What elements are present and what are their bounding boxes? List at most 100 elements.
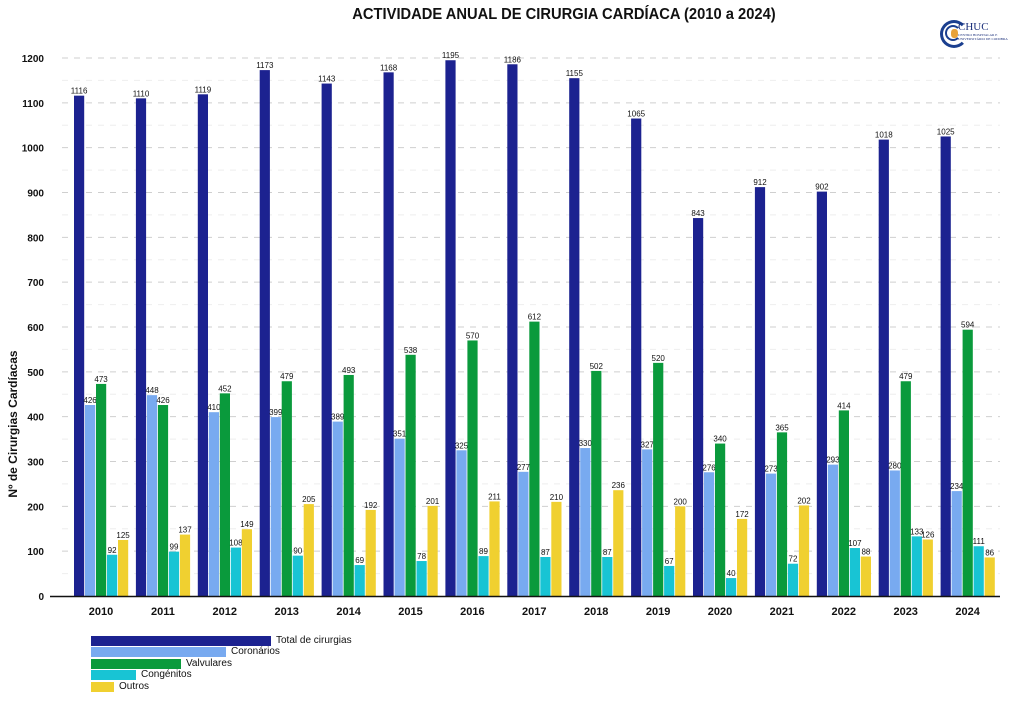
data-label: 1155 [566, 69, 584, 78]
y-tick-label: 300 [27, 458, 44, 469]
bar-cong-nitos-2011 [168, 551, 180, 596]
bar-valvulares-2023 [900, 381, 911, 596]
bar-valvulares-2021 [776, 432, 788, 596]
data-label: 1173 [256, 61, 274, 70]
bar-outros-2012 [241, 529, 252, 596]
data-label: 87 [541, 548, 550, 557]
data-label: 205 [302, 495, 316, 504]
data-label: 479 [280, 372, 294, 381]
y-tick-label: 1200 [22, 54, 45, 65]
bar-coron-rios-2019 [642, 449, 653, 596]
y-tick-label: 900 [27, 189, 44, 200]
x-tick-label: 2016 [460, 606, 484, 618]
bar-cong-nitos-2010 [107, 554, 118, 596]
data-label: 172 [735, 510, 749, 519]
bar-coron-rios-2021 [765, 473, 777, 596]
bar-coron-rios-2017 [518, 471, 529, 596]
bar-cong-nitos-2015 [416, 561, 427, 596]
data-label: 1119 [195, 85, 212, 94]
bar-valvulares-2017 [529, 321, 540, 596]
bar-total-de-cirurgias-2022 [816, 191, 827, 596]
data-label: 570 [466, 331, 480, 340]
bar-outros-2010 [118, 539, 129, 596]
data-label: 211 [488, 492, 501, 501]
logo-emblem-icon [951, 29, 958, 38]
bar-valvulares-2015 [405, 354, 416, 596]
bar-coron-rios-2023 [889, 470, 900, 596]
data-label: 493 [342, 366, 356, 375]
x-tick-label: 2023 [893, 606, 917, 618]
data-label: 277 [517, 463, 531, 472]
bar-total-de-cirurgias-2021 [754, 187, 766, 596]
data-label: 202 [797, 496, 811, 505]
data-label: 210 [550, 493, 564, 502]
y-tick-label: 100 [27, 547, 44, 558]
x-tick-label: 2019 [646, 606, 670, 618]
bar-outros-2023 [922, 539, 933, 596]
data-label: 192 [364, 501, 378, 510]
data-label: 351 [393, 430, 407, 439]
data-label: 149 [240, 520, 254, 529]
x-tick-label: 2014 [336, 606, 361, 618]
bar-outros-2015 [427, 505, 438, 596]
bar-outros-2017 [551, 501, 562, 596]
x-tick-label: 2024 [955, 606, 980, 618]
legend-label: Coronários [231, 646, 280, 658]
data-label: 86 [985, 548, 994, 557]
x-tick-label: 2018 [584, 606, 608, 618]
bar-cong-nitos-2023 [911, 536, 922, 596]
data-label: 89 [479, 547, 488, 556]
bar-outros-2016 [489, 501, 500, 596]
data-label: 125 [116, 531, 130, 540]
x-tick-label: 2015 [398, 606, 422, 618]
bar-cong-nitos-2022 [849, 548, 860, 596]
bar-total-de-cirurgias-2012 [197, 94, 208, 596]
bar-outros-2024 [984, 557, 995, 596]
x-tick-label: 2013 [274, 606, 298, 618]
legend-swatch [91, 636, 271, 646]
y-tick-label: 500 [27, 368, 44, 379]
bar-outros-2021 [798, 505, 810, 596]
data-label: 40 [727, 569, 736, 578]
data-label: 88 [861, 548, 870, 557]
data-label: 1143 [318, 75, 336, 84]
data-label: 234 [950, 482, 964, 491]
bar-coron-rios-2011 [146, 395, 158, 596]
data-label: 902 [815, 183, 829, 192]
data-label: 90 [293, 547, 302, 556]
data-label: 473 [94, 375, 108, 384]
data-label: 426 [83, 396, 97, 405]
bar-coron-rios-2022 [827, 464, 838, 596]
data-label: 389 [331, 413, 345, 422]
y-tick-label: 1000 [22, 144, 45, 155]
bar-cong-nitos-2012 [230, 547, 241, 596]
bar-valvulares-2014 [343, 374, 354, 596]
bar-cong-nitos-2017 [540, 556, 551, 596]
data-label: 843 [691, 209, 705, 218]
x-tick-label: 2017 [522, 606, 546, 618]
data-label: 133 [910, 527, 924, 536]
data-label: 78 [417, 552, 426, 561]
data-label: 594 [961, 321, 975, 330]
x-tick-label: 2011 [151, 606, 175, 618]
bar-coron-rios-2013 [270, 417, 281, 596]
data-label: 69 [355, 556, 364, 565]
logo-ring-inner-icon [945, 25, 961, 41]
logo-subtitle: CENTRO HOSPITALAR E UNIVERSITÁRIO DE COI… [958, 33, 1008, 41]
bar-total-de-cirurgias-2019 [631, 118, 642, 597]
bar-outros-2019 [675, 506, 686, 596]
y-tick-label: 400 [27, 413, 44, 424]
y-tick-label: 800 [27, 233, 44, 244]
bar-total-de-cirurgias-2010 [74, 95, 85, 596]
legend-swatch [91, 647, 226, 658]
bar-valvulares-2013 [281, 381, 292, 596]
data-label: 293 [826, 456, 840, 465]
bar-total-de-cirurgias-2015 [383, 72, 394, 596]
bar-total-de-cirurgias-2018 [569, 78, 580, 597]
x-tick-label: 2021 [770, 606, 794, 618]
x-tick-label: 2010 [89, 606, 113, 618]
data-label: 479 [899, 372, 913, 381]
data-label: 426 [156, 396, 170, 405]
y-tick-label: 0 [38, 592, 44, 603]
data-label: 108 [229, 539, 243, 548]
